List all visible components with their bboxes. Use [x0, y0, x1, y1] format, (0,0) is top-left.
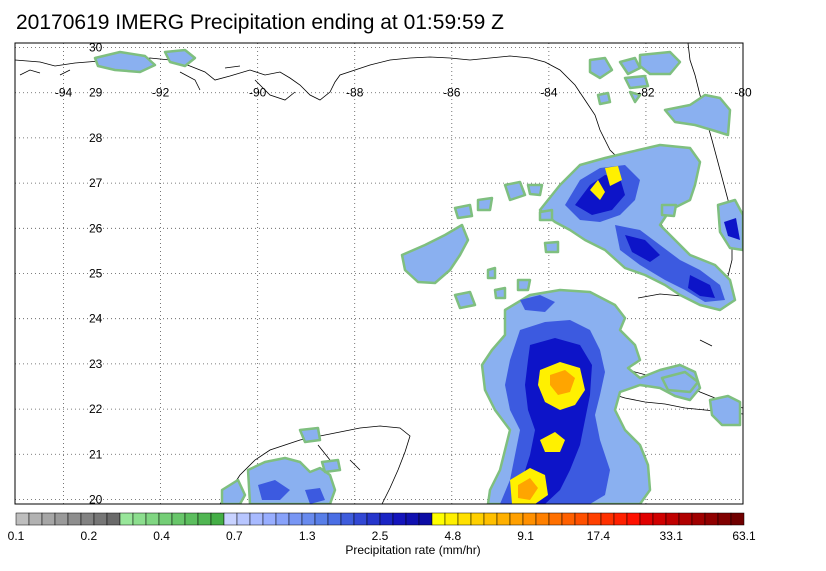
colorbar-tick-label: 4.8: [444, 529, 461, 543]
colorbar-swatch: [405, 512, 420, 526]
colorbar-swatch: [431, 512, 446, 526]
colorbar: [15, 512, 745, 526]
colorbar-tick-label: 2.5: [372, 529, 389, 543]
colorbar-swatch: [119, 512, 134, 526]
colorbar-swatch: [444, 512, 459, 526]
colorbar-tick-label: 0.4: [153, 529, 170, 543]
latitude-label: 25: [89, 267, 103, 281]
colorbar-swatch: [587, 512, 602, 526]
colorbar-swatch: [223, 512, 238, 526]
coastlines: [15, 43, 743, 504]
colorbar-tick-label: 33.1: [660, 529, 684, 543]
map-frame: [14, 42, 744, 505]
colorbar-swatch: [600, 512, 615, 526]
colorbar-label: Precipitation rate (mm/hr): [345, 543, 481, 557]
latitude-label: 21: [89, 447, 103, 461]
colorbar-swatch: [262, 512, 277, 526]
colorbar-swatch: [483, 512, 498, 526]
colorbar-tick-label: 17.4: [587, 529, 611, 543]
longitude-labels: -94 -92 -90 -88 -86 -84 -82 -80: [55, 86, 752, 100]
colorbar-swatch: [314, 512, 329, 526]
colorbar-swatch: [67, 512, 82, 526]
page-title: 20170619 IMERG Precipitation ending at 0…: [16, 11, 504, 34]
colorbar-swatch: [418, 512, 433, 526]
latitude-label: 29: [89, 86, 103, 100]
latitude-label: 26: [89, 221, 103, 235]
colorbar-swatch: [730, 512, 745, 526]
colorbar-tick-label: 0.1: [8, 529, 25, 543]
map-plot-area: [15, 43, 743, 504]
colorbar-swatch: [548, 512, 563, 526]
colorbar-swatch: [678, 512, 693, 526]
latitude-label: 28: [89, 131, 103, 145]
latitude-labels: 30 29 28 27 26 25 24 23 22 21 20: [89, 41, 103, 507]
colorbar-swatch: [470, 512, 485, 526]
colorbar-swatch: [392, 512, 407, 526]
colorbar-swatch: [301, 512, 316, 526]
colorbar-swatch: [366, 512, 381, 526]
colorbar-tick-label: 1.3: [299, 529, 316, 543]
latitude-label: 23: [89, 357, 103, 371]
colorbar-swatch: [93, 512, 108, 526]
precipitation-field: [93, 48, 743, 504]
longitude-label: -86: [443, 86, 461, 100]
colorbar-swatch: [353, 512, 368, 526]
gridlines: [15, 43, 743, 504]
colorbar-swatch: [691, 512, 706, 526]
latitude-label: 24: [89, 312, 103, 326]
colorbar-swatch: [704, 512, 719, 526]
colorbar-swatch: [197, 512, 212, 526]
colorbar-swatch: [80, 512, 95, 526]
colorbar-swatch: [574, 512, 589, 526]
colorbar-swatch: [561, 512, 576, 526]
colorbar-swatch: [717, 512, 732, 526]
colorbar-swatch: [665, 512, 680, 526]
longitude-label: -80: [734, 86, 752, 100]
colorbar-swatch: [132, 512, 147, 526]
colorbar-swatch: [652, 512, 667, 526]
colorbar-swatch: [41, 512, 56, 526]
colorbar-swatch: [249, 512, 264, 526]
colorbar-swatch: [626, 512, 641, 526]
colorbar-swatch: [210, 512, 225, 526]
colorbar-swatch: [106, 512, 121, 526]
colorbar-tick-label: 9.1: [517, 529, 534, 543]
colorbar-swatch: [496, 512, 511, 526]
colorbar-swatch: [275, 512, 290, 526]
colorbar-swatch: [509, 512, 524, 526]
longitude-label: -82: [637, 86, 655, 100]
colorbar-swatch: [327, 512, 342, 526]
colorbar-swatch: [535, 512, 550, 526]
longitude-label: -90: [249, 86, 267, 100]
colorbar-swatch: [288, 512, 303, 526]
colorbar-swatch: [457, 512, 472, 526]
longitude-label: -88: [346, 86, 364, 100]
colorbar-tick-label: 63.1: [732, 529, 756, 543]
latitude-label: 30: [89, 41, 103, 55]
longitude-label: -92: [152, 86, 170, 100]
colorbar-tick-labels: 0.1 0.2 0.4 0.7 1.3 2.5 4.8 9.1 17.4 33.1 63.1: [8, 529, 756, 543]
latitude-label: 22: [89, 402, 103, 416]
colorbar-swatch: [184, 512, 199, 526]
colorbar-tick-label: 0.7: [226, 529, 243, 543]
colorbar-tick-label: 0.2: [80, 529, 97, 543]
latitude-label: 27: [89, 176, 103, 190]
colorbar-swatch: [28, 512, 43, 526]
longitude-label: -84: [540, 86, 558, 100]
colorbar-swatch: [236, 512, 251, 526]
colorbar-swatch: [340, 512, 355, 526]
colorbar-swatch: [613, 512, 628, 526]
colorbar-swatch: [379, 512, 394, 526]
colorbar-swatch: [522, 512, 537, 526]
latitude-label: 20: [89, 492, 103, 506]
colorbar-swatch: [158, 512, 173, 526]
colorbar-swatch: [54, 512, 69, 526]
colorbar-swatch: [145, 512, 160, 526]
colorbar-swatch: [15, 512, 30, 526]
colorbar-swatch: [639, 512, 654, 526]
colorbar-swatch: [171, 512, 186, 526]
longitude-label: -94: [55, 86, 73, 100]
